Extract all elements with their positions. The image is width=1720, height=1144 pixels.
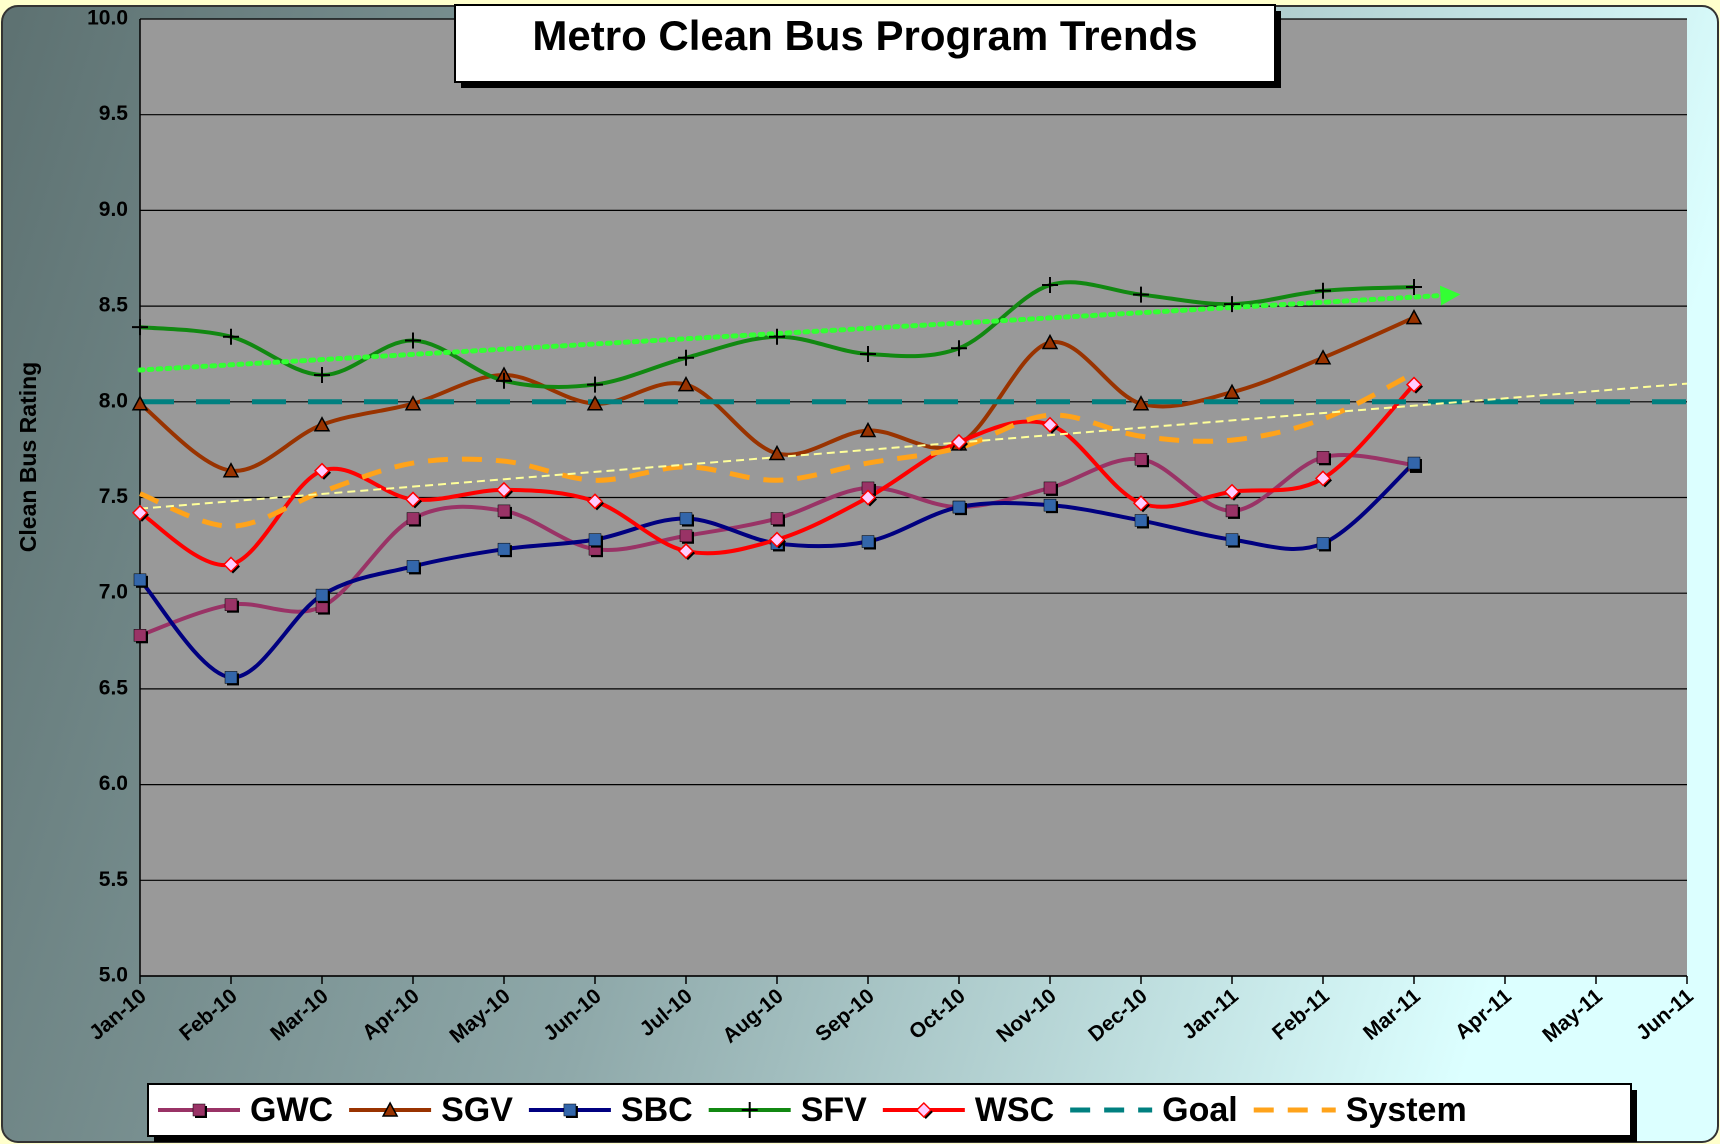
legend-label: System <box>1346 1091 1467 1129</box>
marker <box>1134 514 1148 527</box>
marker <box>1224 296 1240 313</box>
marker <box>1225 504 1239 518</box>
marker <box>677 375 695 392</box>
marker <box>950 433 968 451</box>
marker <box>952 500 966 514</box>
marker <box>131 504 149 521</box>
marker <box>1041 416 1059 433</box>
marker <box>677 543 695 560</box>
marker <box>1043 498 1057 512</box>
marker <box>679 529 693 543</box>
marker <box>1132 395 1150 411</box>
series-line <box>139 370 1416 529</box>
marker <box>768 444 786 461</box>
marker <box>859 489 877 506</box>
marker <box>1223 383 1241 399</box>
marker <box>587 376 603 393</box>
y-tick-label: 6.5 <box>99 676 129 699</box>
marker <box>1315 282 1331 299</box>
y-tick-label: 7.0 <box>99 581 128 604</box>
marker <box>406 512 420 525</box>
marker <box>224 671 238 684</box>
marker <box>313 416 331 432</box>
title-box <box>454 4 1276 83</box>
marker <box>1042 277 1058 294</box>
y-tick-label: 9.0 <box>99 198 128 221</box>
marker <box>133 629 147 642</box>
marker <box>404 395 422 411</box>
marker <box>314 367 330 384</box>
marker <box>406 560 420 573</box>
marker <box>132 319 148 336</box>
legend-marker <box>192 1103 206 1117</box>
marker <box>1134 452 1148 466</box>
marker <box>1132 495 1150 512</box>
legend-marker <box>741 1102 758 1118</box>
marker <box>1406 278 1422 295</box>
marker <box>1316 537 1330 550</box>
legend-label: WSC <box>975 1091 1054 1129</box>
y-axis-label: Clean Bus Rating <box>15 362 41 552</box>
marker <box>588 533 602 546</box>
marker <box>1407 456 1421 470</box>
marker <box>497 504 511 518</box>
legend-label: GWC <box>250 1091 333 1129</box>
marker <box>223 328 239 345</box>
chart-title: Metro Clean Bus Program Trends <box>532 12 1197 59</box>
marker <box>1225 533 1239 546</box>
marker <box>1041 333 1059 350</box>
legend-label: SGV <box>441 1091 513 1129</box>
marker <box>769 328 785 345</box>
marker <box>1223 483 1241 500</box>
marker <box>222 556 240 573</box>
legend-label: Goal <box>1162 1091 1238 1129</box>
marker <box>315 588 329 602</box>
marker <box>405 332 421 349</box>
legend-marker <box>563 1103 577 1117</box>
marker <box>860 345 876 362</box>
marker <box>768 531 786 548</box>
marker <box>131 395 149 411</box>
y-tick-label: 9.5 <box>99 102 129 125</box>
marker <box>859 421 877 438</box>
marker <box>861 535 875 548</box>
trendline <box>139 382 1688 510</box>
marker <box>497 542 511 556</box>
marker <box>404 491 422 508</box>
marker <box>1043 481 1057 495</box>
marker <box>770 512 784 525</box>
legend-label: SFV <box>801 1091 867 1129</box>
marker <box>1405 309 1423 325</box>
legend-marker <box>381 1101 399 1117</box>
marker <box>224 598 238 611</box>
y-tick-label: 7.5 <box>99 485 129 508</box>
marker <box>678 349 694 366</box>
marker <box>951 340 967 357</box>
legend-marker <box>915 1101 932 1119</box>
marker <box>133 573 147 587</box>
legend-label: SBC <box>621 1091 693 1129</box>
marker <box>1314 470 1332 487</box>
marker <box>1405 376 1423 393</box>
marker <box>496 372 512 389</box>
marker <box>1314 349 1332 365</box>
marker <box>679 512 693 525</box>
y-tick-label: 5.5 <box>99 868 129 891</box>
marker <box>586 493 604 510</box>
y-tick-label: 6.0 <box>99 772 128 795</box>
marker <box>313 462 331 479</box>
y-tick-label: 8.5 <box>99 294 129 317</box>
y-tick-label: 5.0 <box>99 964 128 987</box>
y-tick-label: 8.0 <box>99 389 128 412</box>
y-tick-label: 10.0 <box>87 7 128 30</box>
marker <box>495 481 513 498</box>
marker <box>1133 286 1149 303</box>
marker <box>1316 451 1330 464</box>
marker <box>586 395 604 411</box>
marker <box>222 462 240 478</box>
